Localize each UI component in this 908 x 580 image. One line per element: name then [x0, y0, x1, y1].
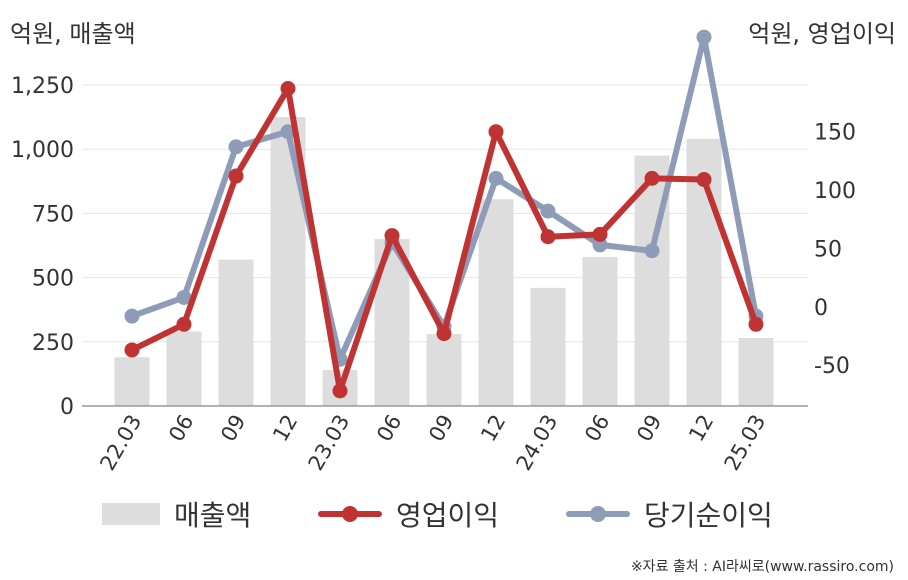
left-tick-label: 0	[60, 395, 74, 420]
operating-profit-point	[384, 228, 400, 244]
category-tick-label: 06	[372, 411, 406, 446]
revenue-bar	[738, 337, 774, 406]
category-tick-label: 25.03	[719, 411, 770, 475]
operating-profit-point	[436, 326, 452, 342]
net-income-point	[488, 170, 504, 186]
source-credit: ※자료 출처 : AI라씨로(www.rassiro.com)	[630, 559, 894, 575]
legend-swatch-operating	[318, 503, 382, 525]
operating-profit-point	[540, 229, 556, 245]
category-tick-label: 12	[476, 411, 510, 446]
left-tick-label: 250	[32, 331, 74, 356]
operating-profit-point	[280, 81, 296, 97]
tick-labels: 0 250 500 750 1,000 1,250 -50 0 50 100 150 22.03 06 0…	[11, 74, 856, 475]
net-income-point	[592, 237, 608, 253]
net-income-point	[540, 203, 556, 219]
legend-item-revenue: 매출액	[102, 494, 251, 534]
category-tick-label: 24.03	[511, 411, 562, 475]
category-tick-label: 09	[632, 411, 666, 446]
legend: 매출액 영업이익 당기순이익	[0, 494, 908, 534]
revenue-bar	[478, 199, 514, 406]
left-axis-unit-label: 억원, 매출액	[10, 20, 136, 48]
operating-profit-point	[332, 383, 348, 399]
revenue-bar	[166, 331, 202, 406]
left-tick-label: 1,000	[11, 138, 74, 163]
left-tick-label: 750	[32, 202, 74, 227]
profit-lines	[124, 29, 764, 399]
category-tick-label: 23.03	[303, 411, 354, 475]
operating-profit-point	[176, 316, 192, 332]
revenue-bar	[530, 287, 566, 406]
right-tick-label: 100	[814, 179, 856, 204]
legend-item-net: 당기순이익	[566, 494, 773, 534]
operating-profit-point	[644, 170, 660, 186]
net-income-point	[176, 289, 192, 305]
right-tick-label: -50	[814, 354, 850, 379]
right-axis-unit-label: 억원, 영업이익	[748, 20, 896, 48]
operating-profit-point	[228, 168, 244, 184]
category-tick-label: 06	[164, 411, 198, 446]
right-tick-label: 50	[814, 237, 842, 262]
revenue-bar	[114, 357, 150, 406]
revenue-bar	[218, 259, 254, 406]
combo-chart: 0 250 500 750 1,000 1,250 -50 0 50 100 150 22.03 06 0…	[11, 29, 856, 475]
right-tick-label: 150	[814, 121, 856, 146]
category-tick-label: 12	[684, 411, 718, 446]
category-tick-label: 06	[580, 411, 614, 446]
operating-profit-point	[124, 342, 140, 358]
legend-label-net: 당기순이익	[644, 499, 773, 532]
revenue-bar	[426, 334, 462, 406]
net-income-point	[228, 139, 244, 155]
net-income-point	[124, 308, 140, 324]
legend-swatch-net	[566, 503, 630, 525]
category-tick-label: 09	[216, 411, 250, 446]
left-tick-label: 500	[32, 267, 74, 292]
revenue-bar	[582, 257, 618, 406]
legend-item-operating: 영업이익	[318, 494, 499, 534]
category-tick-label: 09	[424, 411, 458, 446]
left-tick-label: 1,250	[11, 74, 74, 99]
legend-swatch-revenue	[102, 503, 160, 525]
legend-label-revenue: 매출액	[174, 499, 252, 532]
category-tick-label: 22.03	[95, 411, 146, 475]
revenue-bars	[114, 117, 774, 407]
operating-profit-point	[696, 172, 712, 188]
net-income-point	[644, 243, 660, 259]
legend-label-operating: 영업이익	[396, 499, 500, 532]
category-tick-label: 12	[268, 411, 302, 446]
net-income-point	[696, 29, 712, 45]
right-tick-label: 0	[814, 296, 828, 321]
operating-profit-point	[488, 124, 504, 140]
operating-profit-point	[592, 226, 608, 242]
operating-profit-point	[748, 316, 764, 332]
